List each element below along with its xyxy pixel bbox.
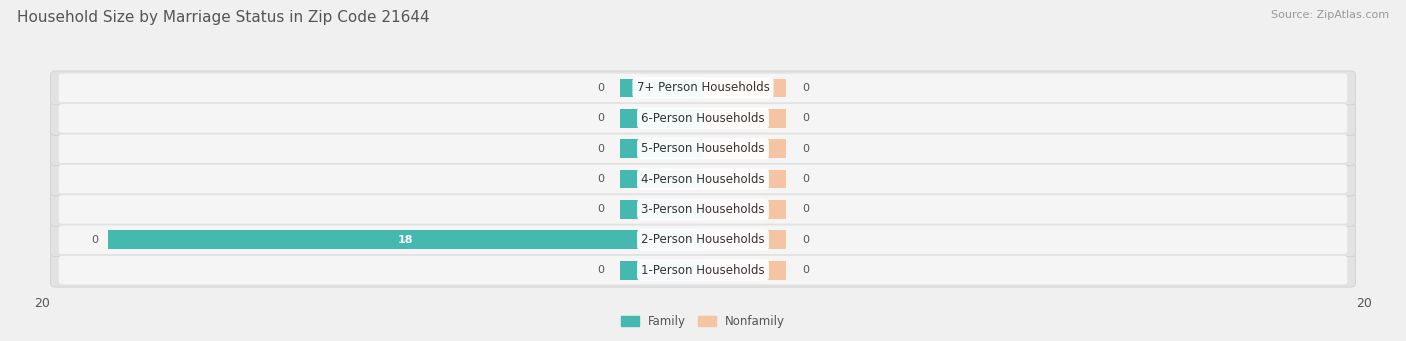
Text: 0: 0 [598,174,605,184]
Bar [620,78,703,97]
Text: 5-Person Households: 5-Person Households [641,142,765,155]
Bar [703,261,786,280]
FancyBboxPatch shape [59,74,1347,102]
Bar [620,109,703,128]
Text: 0: 0 [801,235,808,245]
Text: 0: 0 [598,113,605,123]
Text: 0: 0 [598,144,605,154]
Bar [703,230,786,249]
Text: Household Size by Marriage Status in Zip Code 21644: Household Size by Marriage Status in Zip… [17,10,429,25]
Bar [620,200,703,219]
FancyBboxPatch shape [51,162,1355,196]
FancyBboxPatch shape [51,71,1355,105]
FancyBboxPatch shape [51,132,1355,166]
FancyBboxPatch shape [59,165,1347,193]
Text: 1-Person Households: 1-Person Households [641,264,765,277]
Text: Source: ZipAtlas.com: Source: ZipAtlas.com [1271,10,1389,20]
FancyBboxPatch shape [59,104,1347,133]
FancyBboxPatch shape [51,101,1355,135]
Text: 0: 0 [801,113,808,123]
FancyBboxPatch shape [51,192,1355,226]
Bar [108,230,703,249]
Text: 2-Person Households: 2-Person Households [641,233,765,246]
Bar [620,169,703,189]
Bar [703,109,786,128]
Legend: Family, Nonfamily: Family, Nonfamily [616,310,790,333]
Text: 0: 0 [91,235,98,245]
Bar [703,139,786,158]
Text: 0: 0 [598,265,605,275]
FancyBboxPatch shape [51,253,1355,287]
FancyBboxPatch shape [59,134,1347,163]
Bar [703,169,786,189]
FancyBboxPatch shape [59,256,1347,284]
Text: 3-Person Households: 3-Person Households [641,203,765,216]
Bar [703,200,786,219]
Text: 7+ Person Households: 7+ Person Households [637,81,769,94]
Text: 6-Person Households: 6-Person Households [641,112,765,125]
Text: 0: 0 [801,265,808,275]
Text: 0: 0 [801,204,808,214]
Text: 0: 0 [801,144,808,154]
Text: 0: 0 [598,204,605,214]
FancyBboxPatch shape [59,225,1347,254]
FancyBboxPatch shape [51,223,1355,257]
Text: 4-Person Households: 4-Person Households [641,173,765,186]
Text: 0: 0 [598,83,605,93]
Bar [703,78,786,97]
Text: 18: 18 [398,235,413,245]
Bar [620,261,703,280]
Text: 0: 0 [801,83,808,93]
Bar [620,139,703,158]
Text: 0: 0 [801,174,808,184]
FancyBboxPatch shape [59,195,1347,224]
